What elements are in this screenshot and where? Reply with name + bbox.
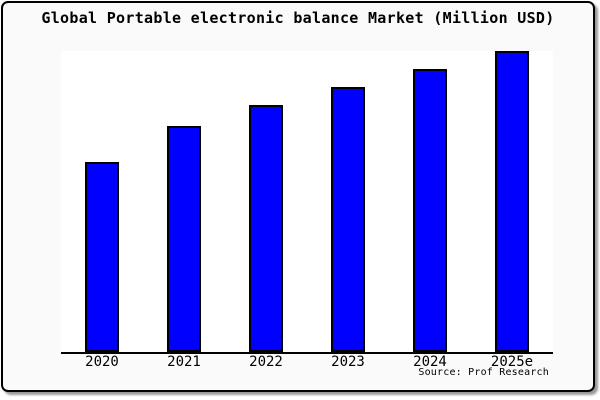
bar-2023: [331, 87, 365, 352]
x-tick-label-2025e: 2025e: [490, 354, 534, 370]
x-tick-label-2021: 2021: [167, 354, 201, 370]
bar-2022: [249, 105, 283, 352]
bar-column-2020: [61, 51, 143, 352]
bar-column-2025e: [471, 51, 553, 352]
plot-area: [61, 51, 553, 354]
bar-column-2022: [225, 51, 307, 352]
bar-2020: [85, 162, 119, 352]
bar-column-2021: [143, 51, 225, 352]
x-tick-label-2024: 2024: [413, 354, 447, 370]
bar-column-2023: [307, 51, 389, 352]
x-tick-label-2023: 2023: [331, 354, 365, 370]
x-tick-label-2022: 2022: [249, 354, 283, 370]
bar-2024: [413, 69, 447, 352]
chart-title: Global Portable electronic balance Marke…: [41, 9, 555, 27]
bars-row: [61, 51, 553, 352]
bar-2025e: [495, 51, 529, 352]
bar-column-2024: [389, 51, 471, 352]
x-tick-label-2020: 2020: [85, 354, 119, 370]
x-axis-labels: 2020 2021 2022 2023 2024 2025e: [61, 355, 553, 370]
bar-2021: [167, 126, 201, 352]
source-text: Source: Prof Research: [418, 367, 549, 378]
chart-frame: Global Portable electronic balance Marke…: [1, 1, 595, 392]
